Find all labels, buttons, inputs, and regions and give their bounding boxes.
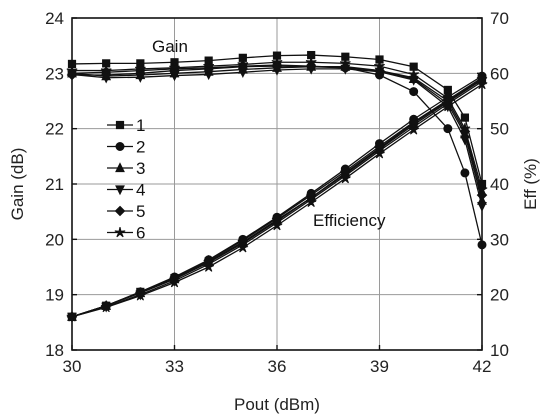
legend-label: 1 — [136, 116, 145, 135]
x-tick-label: 42 — [473, 357, 492, 376]
y-left-tick-label: 18 — [45, 341, 64, 360]
legend: 1 2 3 4 5 6 — [107, 116, 145, 243]
gain-point-series-6 — [459, 123, 471, 134]
y-right-tick-label: 30 — [490, 230, 509, 249]
efficiency-point-series-6 — [305, 196, 317, 208]
gain-line-series-2 — [71, 64, 483, 246]
legend-marker-6 — [114, 226, 126, 238]
legend-marker-1 — [115, 120, 125, 130]
efficiency-point-series-6 — [203, 261, 215, 272]
legend-label: 5 — [136, 202, 145, 221]
gain-line-series-5 — [72, 65, 483, 196]
y-axis-right-label: Eff (%) — [521, 158, 540, 210]
y-right-tick-label: 70 — [490, 9, 509, 28]
y-left-tick-label: 24 — [45, 9, 64, 28]
legend-marker-5 — [114, 205, 126, 217]
series-6 — [66, 56, 488, 322]
x-tick-label: 39 — [370, 357, 389, 376]
x-tick-label: 30 — [63, 357, 82, 376]
y-right-tick-label: 40 — [490, 175, 509, 194]
gain-point-series-2 — [443, 124, 453, 134]
efficiency-point-series-6 — [100, 301, 112, 313]
gain-point-series-6 — [134, 63, 146, 74]
legend-marker-3 — [115, 162, 125, 173]
gain-point-series-2 — [409, 87, 419, 97]
legend-item-5: 5 — [107, 202, 145, 221]
efficiency-point-series-6 — [408, 124, 420, 135]
annotation-gain: Gain — [152, 37, 188, 56]
gain-point-series-6 — [203, 60, 215, 71]
gain-point-series-6 — [271, 56, 283, 68]
efficiency-point-series-6 — [271, 219, 283, 231]
efficiency-point-series-6 — [237, 242, 249, 253]
y-left-tick-label: 23 — [45, 64, 64, 83]
y-axis-left-label: Gain (dB) — [8, 148, 27, 221]
annotation-efficiency: Efficiency — [313, 211, 386, 230]
efficiency-point-series-6 — [169, 276, 180, 288]
gain-point-series-6 — [237, 58, 249, 70]
gain-point-series-6 — [374, 60, 385, 71]
legend-label: 4 — [136, 181, 145, 200]
gain-point-series-6 — [408, 68, 420, 80]
gain-point-series-5 — [169, 65, 180, 76]
legend-item-3: 3 — [107, 159, 145, 178]
gain-point-series-6 — [305, 56, 317, 68]
y-left-tick-label: 22 — [45, 120, 64, 139]
legend-item-6: 6 — [107, 224, 145, 243]
legend-item-2: 2 — [107, 138, 145, 157]
efficiency-point-series-6 — [374, 148, 385, 159]
y-right-tick-label: 60 — [490, 64, 509, 83]
x-tick-label: 36 — [268, 357, 287, 376]
x-tick-label: 33 — [165, 357, 184, 376]
gain-point-series-2 — [460, 168, 470, 178]
legend-label: 2 — [136, 138, 145, 157]
efficiency-point-series-6 — [339, 172, 351, 184]
gain-point-series-6 — [339, 57, 351, 69]
x-axis-label: Pout (dBm) — [234, 395, 320, 414]
y-left-tick-label: 20 — [45, 230, 64, 249]
legend-label: 6 — [136, 224, 145, 243]
legend-label: 3 — [136, 159, 145, 178]
y-right-tick-label: 50 — [490, 120, 509, 139]
y-left-tick-label: 21 — [45, 175, 64, 194]
gain-point-series-6 — [100, 65, 112, 76]
legend-item-1: 1 — [107, 116, 145, 135]
y-right-tick-label: 10 — [490, 341, 509, 360]
gain-line-series-1 — [71, 54, 483, 185]
gain-point-series-5 — [459, 126, 471, 137]
gain-line-series-4 — [71, 68, 483, 207]
y-right-tick-label: 20 — [490, 286, 509, 305]
legend-marker-2 — [115, 142, 125, 151]
gain-point-series-6 — [169, 62, 180, 73]
legend-marker-4 — [115, 185, 125, 196]
legend-item-4: 4 — [107, 181, 145, 200]
gain-line-series-6 — [72, 61, 483, 190]
efficiency-point-series-6 — [442, 101, 454, 112]
gain-point-series-1 — [443, 85, 452, 95]
series-layer — [66, 50, 488, 323]
gain-line-series-3 — [71, 66, 483, 201]
gain-point-series-6 — [442, 92, 454, 103]
gain-point-series-1 — [460, 113, 470, 122]
efficiency-point-series-6 — [134, 290, 146, 301]
y-left-tick-label: 19 — [45, 286, 64, 305]
